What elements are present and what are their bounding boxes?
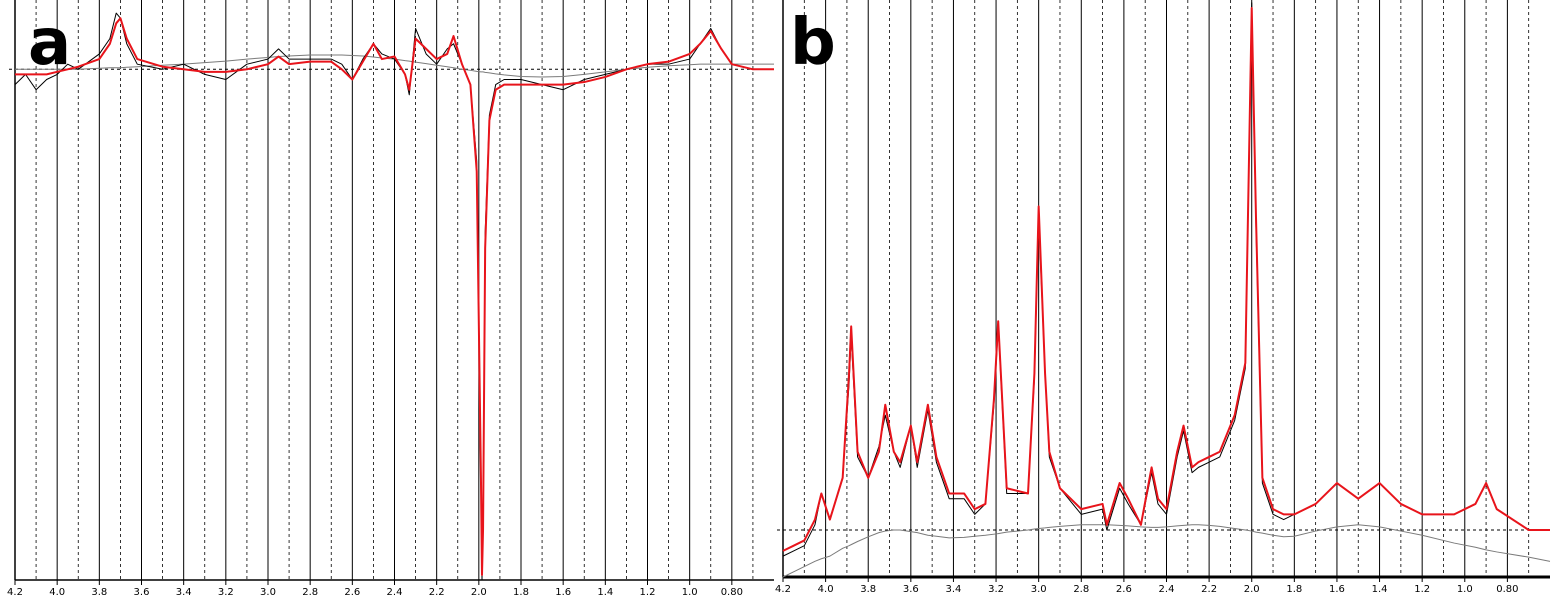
x-tick-label: 2.0 [1244, 584, 1260, 595]
x-tick-label: 2.8 [1073, 584, 1089, 595]
x-tick-label: 3.8 [860, 584, 876, 595]
x-tick-label: 3.0 [260, 587, 276, 598]
x-tick-label: 1.0 [1457, 584, 1473, 595]
x-tick-label: 2.4 [1159, 584, 1175, 595]
x-tick-label: 3.4 [945, 584, 961, 595]
x-tick-label: 1.6 [555, 587, 571, 598]
x-tick-label: 2.6 [344, 587, 360, 598]
x-tick-label: 1.2 [1414, 584, 1430, 595]
x-tick-label: 3.2 [988, 584, 1004, 595]
x-tick-label: 3.4 [176, 587, 192, 598]
x-tick-label: 3.6 [134, 587, 150, 598]
x-tick-label: 3.2 [218, 587, 234, 598]
x-tick-label: 4.0 [49, 587, 65, 598]
x-tick-label: 0.80 [1496, 584, 1518, 595]
x-tick-label: 2.6 [1116, 584, 1132, 595]
x-tick-label: 2.2 [1201, 584, 1217, 595]
x-tick-label: 4.2 [7, 587, 23, 598]
x-tick-label: 2.0 [471, 587, 487, 598]
x-tick-label: 1.6 [1329, 584, 1345, 595]
spectrum-line [15, 54, 774, 78]
x-tick-label: 0.80 [721, 587, 743, 598]
x-tick-label: 2.2 [429, 587, 445, 598]
x-tick-label: 1.8 [513, 587, 529, 598]
x-tick-label: 1.8 [1286, 584, 1302, 595]
x-tick-label: 1.0 [682, 587, 698, 598]
x-tick-label: 4.0 [818, 584, 834, 595]
x-tick-label: 2.4 [387, 587, 403, 598]
spectrum-line [15, 17, 774, 576]
panel-label: a [28, 6, 71, 80]
x-tick-label: 1.4 [1372, 584, 1388, 595]
x-tick-label: 4.2 [775, 584, 791, 595]
x-tick-label: 3.6 [903, 584, 919, 595]
spectrum-line [782, 524, 1551, 578]
x-tick-label: 1.4 [597, 587, 613, 598]
x-tick-label: 3.8 [91, 587, 107, 598]
spectrum-line [782, 7, 1550, 552]
x-tick-label: 1.2 [640, 587, 656, 598]
x-tick-label: 2.8 [302, 587, 318, 598]
panel-label: b [790, 6, 836, 80]
x-tick-label: 3.0 [1031, 584, 1047, 595]
